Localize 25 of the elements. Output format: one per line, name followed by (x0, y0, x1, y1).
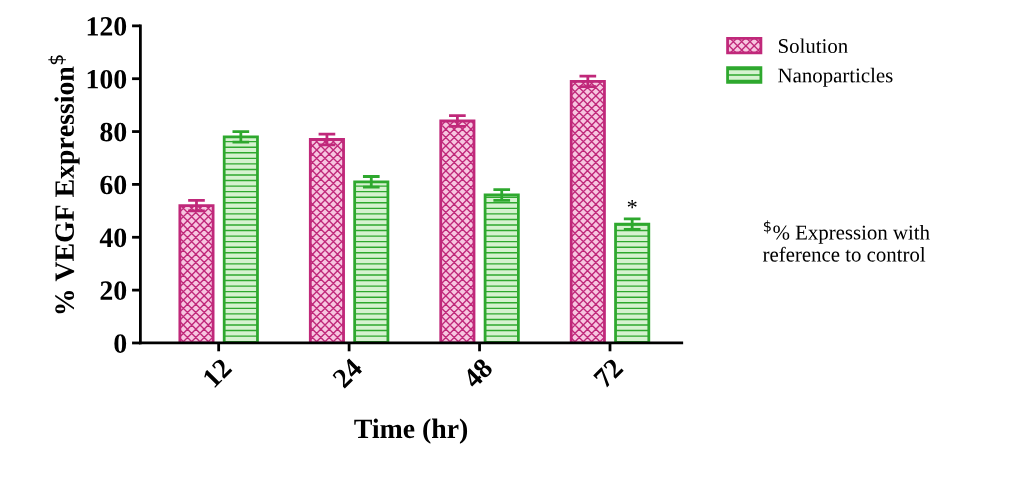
legend-label: Nanoparticles (778, 67, 893, 87)
y-tick-label: 0 (114, 334, 127, 353)
bar (614, 222, 651, 343)
bar (178, 204, 215, 343)
bar (439, 119, 476, 343)
x-tick-label: 48 (461, 357, 494, 390)
bar (308, 138, 345, 343)
y-axis-title: % VEGF Expression$^{$}$ (48, 55, 80, 314)
y-tick-label: 40 (99, 228, 127, 248)
annotation: * (627, 200, 637, 209)
bar (353, 180, 390, 343)
text: $^{$}$% Expression with reference to control (762, 220, 930, 262)
y-tick-label: 80 (100, 122, 127, 142)
bar (483, 193, 520, 343)
bar (222, 135, 259, 343)
y-tick-label: 100 (87, 69, 127, 89)
legend-label: Solution (778, 38, 848, 54)
x-tick-label: 12 (202, 357, 233, 388)
y-tick-label: 60 (100, 175, 127, 195)
y-tick-label: 120 (87, 17, 127, 36)
bar (569, 79, 606, 343)
x-axis-title: Time (hr) (354, 418, 468, 444)
y-tick-label: 20 (100, 281, 127, 301)
x-tick-label: 72 (593, 357, 624, 389)
x-tick-label: 24 (331, 357, 364, 389)
